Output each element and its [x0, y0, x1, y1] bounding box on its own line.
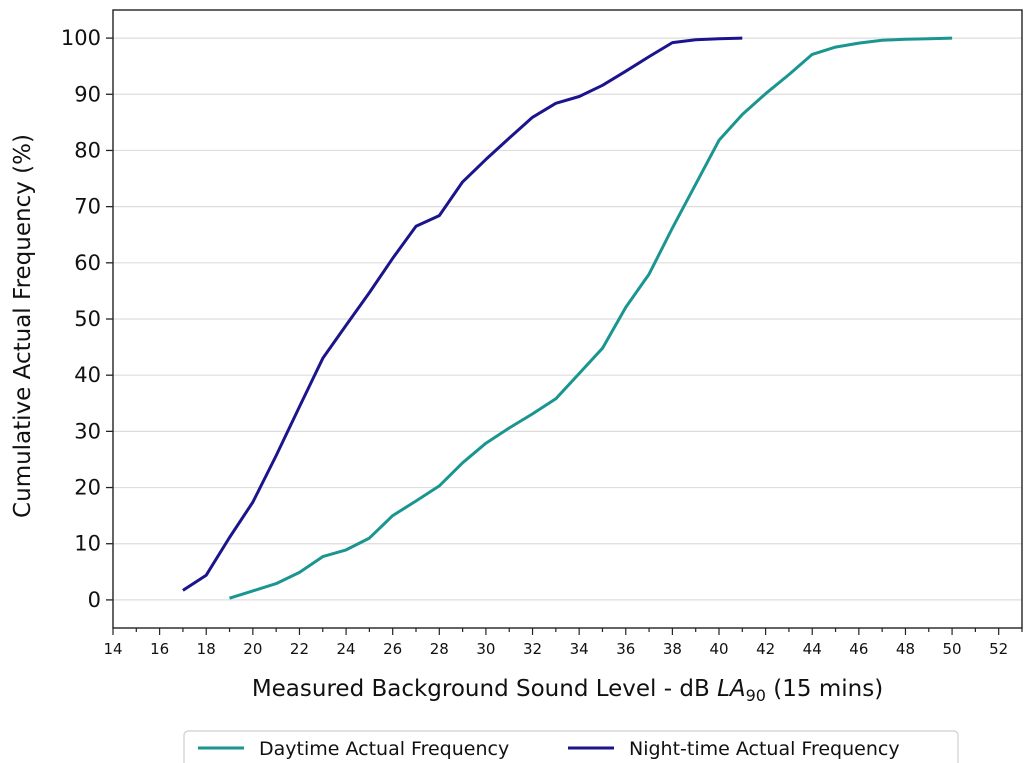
x-tick-label: 28: [430, 640, 449, 658]
legend-label-daytime: Daytime Actual Frequency: [259, 738, 509, 760]
x-axis-label-prefix: Measured Background Sound Level - dB: [252, 676, 717, 702]
x-tick-label: 20: [243, 640, 262, 658]
x-tick-label: 32: [523, 640, 542, 658]
x-tick-label: 50: [943, 640, 962, 658]
x-tick-label: 38: [663, 640, 682, 658]
y-tick-label: 0: [88, 588, 101, 612]
x-tick-label: 42: [756, 640, 775, 658]
y-tick-label: 10: [74, 532, 101, 556]
x-tick-label: 48: [896, 640, 915, 658]
x-tick-label: 24: [337, 640, 356, 658]
y-tick-label: 100: [61, 26, 101, 50]
x-tick-label: 34: [570, 640, 589, 658]
x-tick-label: 36: [616, 640, 635, 658]
gridlines: [113, 37, 1022, 601]
x-axis-label-suffix: (15 mins): [766, 676, 883, 702]
x-tick-label: 46: [849, 640, 868, 658]
x-tick-label: 18: [197, 640, 216, 658]
legend: Daytime Actual Frequency Night-time Actu…: [183, 730, 959, 763]
series-line-night-time: [182, 36, 743, 592]
y-tick-label: 50: [74, 307, 101, 331]
y-tick-label: 40: [74, 363, 101, 387]
y-tick-label: 20: [74, 476, 101, 500]
x-tick-label: 44: [803, 640, 822, 658]
x-tick-label: 52: [989, 640, 1008, 658]
y-tick-label: 60: [74, 251, 101, 275]
x-tick-label: 26: [383, 640, 402, 658]
y-tick-label: 90: [74, 82, 101, 106]
y-tick-label: 30: [74, 419, 101, 443]
series-lines: [182, 36, 953, 600]
x-tick-label: 40: [709, 640, 728, 658]
legend-label-night-time: Night-time Actual Frequency: [629, 738, 900, 760]
x-axis-ticks: 14 16 18 20 22 24 26 28 30 32 34 36 38 40 42 44 46 48 50 52: [103, 628, 1023, 658]
y-tick-label: 80: [74, 138, 101, 162]
x-tick-label: 22: [290, 640, 309, 658]
x-axis-label: Measured Background Sound Level - dB LA9…: [252, 676, 883, 705]
x-axis-label-italic: LA: [717, 676, 746, 702]
x-axis-label-subscript: 90: [746, 686, 766, 705]
series-line-daytime: [229, 36, 953, 600]
x-tick-label: 30: [476, 640, 495, 658]
y-axis-ticks: 0 10 20 30 40 50 60 70 80 90 100: [61, 26, 113, 612]
x-tick-label: 14: [103, 640, 122, 658]
y-axis-label: Cumulative Actual Frequency (%): [10, 134, 36, 518]
x-tick-label: 16: [150, 640, 169, 658]
y-tick-label: 70: [74, 195, 101, 219]
